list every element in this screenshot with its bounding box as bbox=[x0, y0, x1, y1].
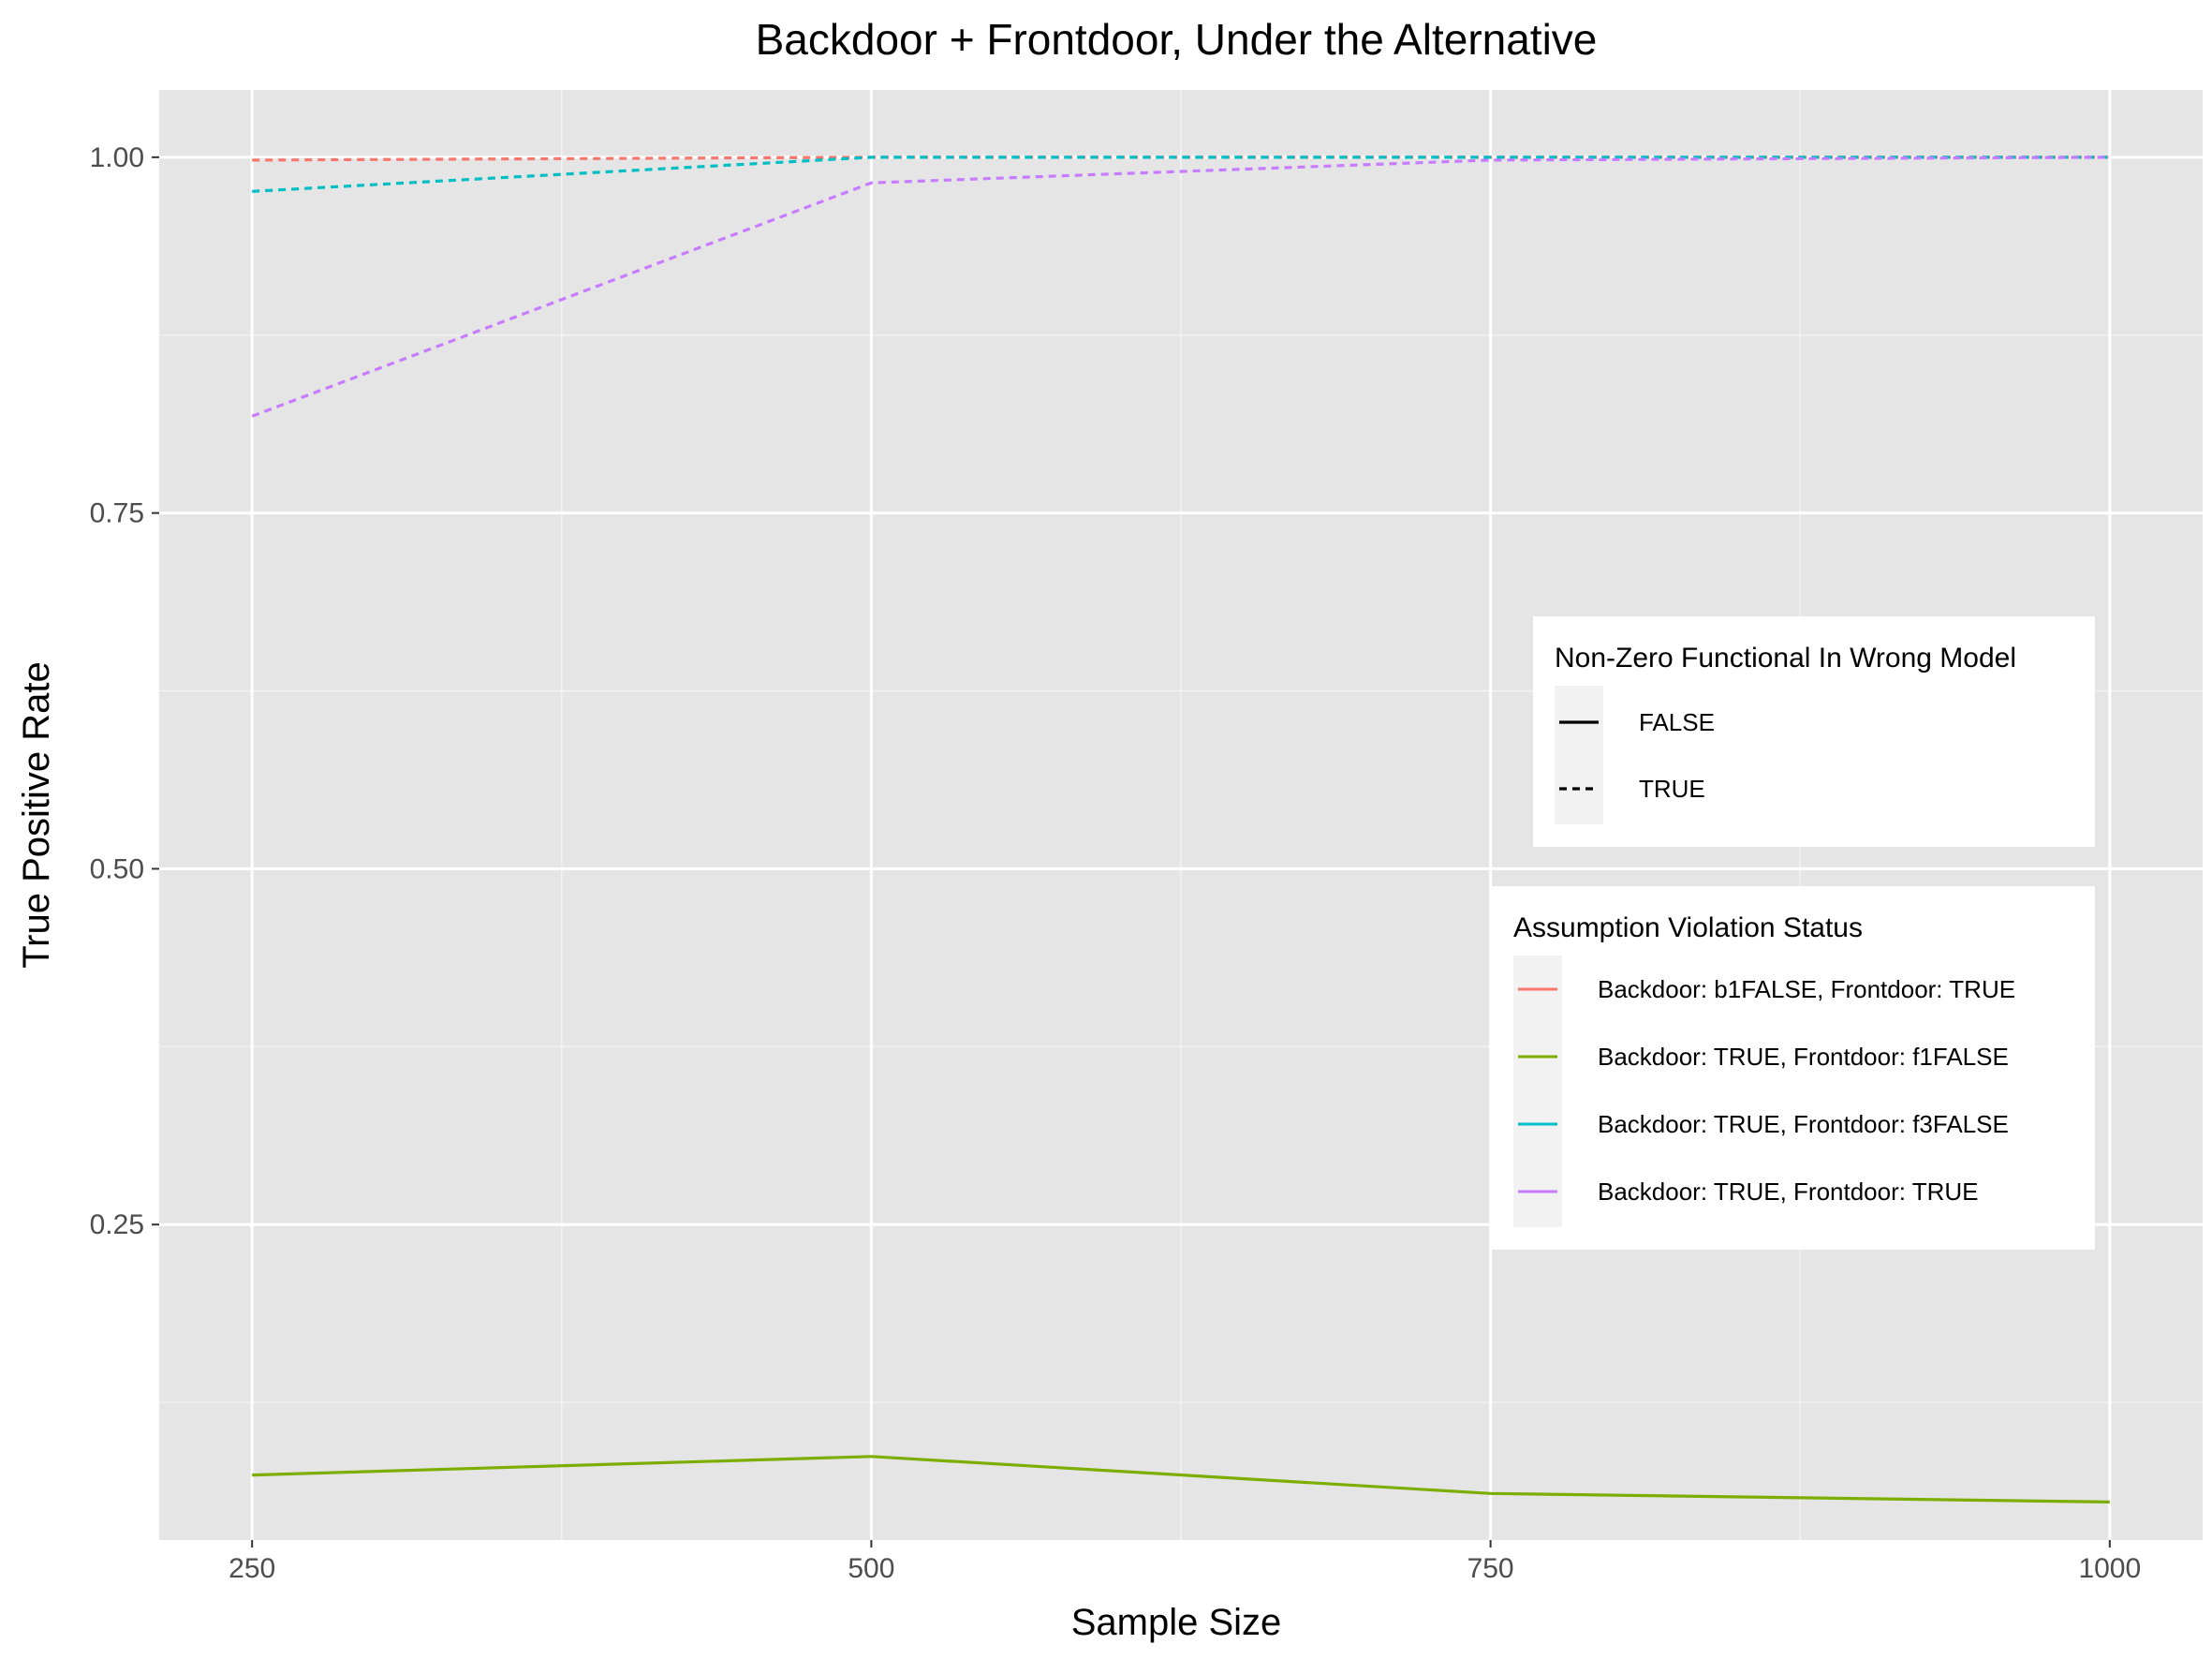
x-axis-title: Sample Size bbox=[1071, 1602, 1282, 1643]
legend-label-false: FALSE bbox=[1639, 708, 1715, 736]
legend-linetype: Non-Zero Functional In Wrong Model FALSE… bbox=[1533, 616, 2095, 847]
y-axis-title: True Positive Rate bbox=[16, 661, 57, 969]
legend-label-true: TRUE bbox=[1639, 775, 1705, 803]
series-lines bbox=[251, 156, 2110, 1503]
legend-color: Assumption Violation Status Backdoor: b1… bbox=[1492, 886, 2095, 1250]
y-axis-ticks: 0.25 0.50 0.75 1.00 bbox=[90, 142, 159, 1240]
x-tick-label: 250 bbox=[229, 1553, 275, 1584]
x-axis-ticks: 250 500 750 1000 bbox=[229, 1540, 2141, 1584]
series-line bbox=[252, 1455, 2110, 1503]
chart-title: Backdoor + Frontdoor, Under the Alternat… bbox=[756, 15, 1598, 64]
x-tick-label: 500 bbox=[848, 1553, 894, 1584]
legend-color-title: Assumption Violation Status bbox=[1513, 912, 1863, 943]
legend-label-true-true: Backdoor: TRUE, Frontdoor: TRUE bbox=[1598, 1178, 1979, 1206]
y-tick-label: 0.75 bbox=[90, 498, 144, 529]
y-tick-label: 0.25 bbox=[90, 1209, 144, 1240]
y-tick-label: 1.00 bbox=[90, 142, 144, 173]
y-tick-label: 0.50 bbox=[90, 853, 144, 884]
legend-label-f3false: Backdoor: TRUE, Frontdoor: f3FALSE bbox=[1598, 1110, 2009, 1138]
x-tick-label: 1000 bbox=[2078, 1553, 2141, 1584]
legend-linetype-title: Non-Zero Functional In Wrong Model bbox=[1555, 643, 2016, 674]
series-line bbox=[251, 156, 2110, 418]
x-tick-label: 750 bbox=[1467, 1553, 1514, 1584]
legend-label-f1false: Backdoor: TRUE, Frontdoor: f1FALSE bbox=[1598, 1043, 2009, 1071]
legend-label-b1false: Backdoor: b1FALSE, Frontdoor: TRUE bbox=[1598, 975, 2015, 1003]
